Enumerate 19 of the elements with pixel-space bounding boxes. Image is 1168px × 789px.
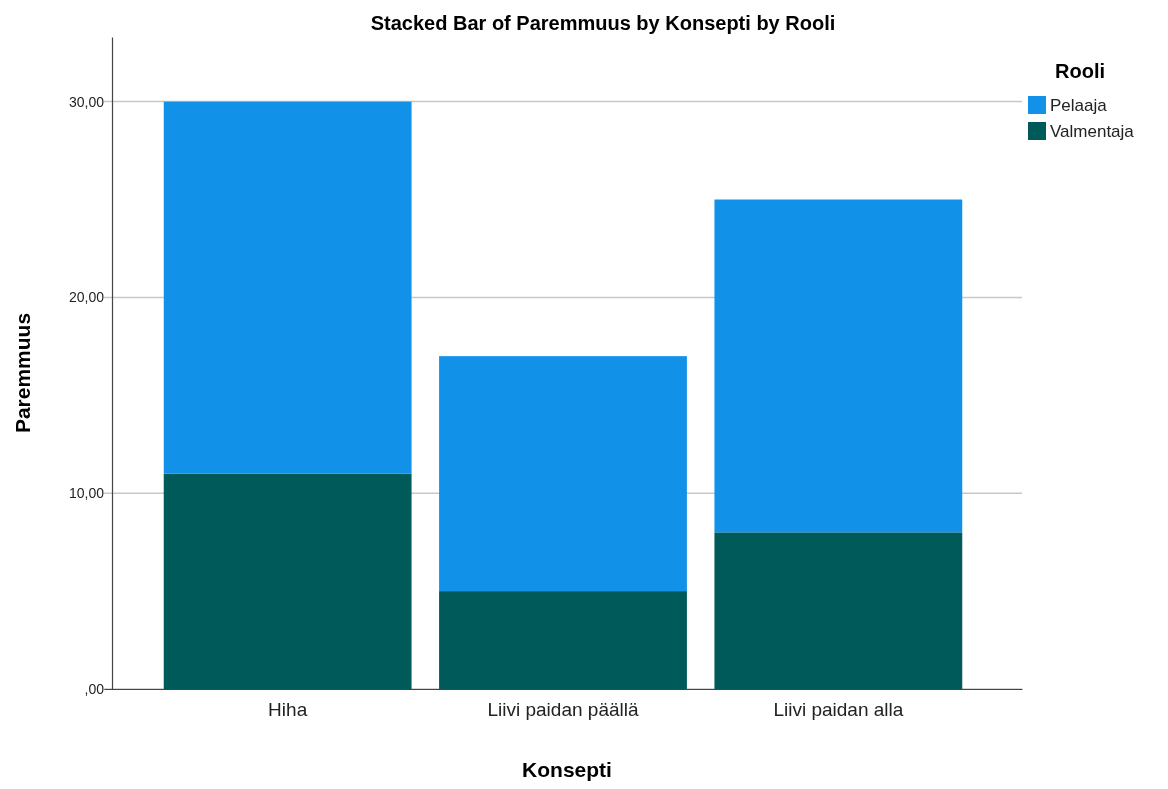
y-tick-label: ,00 (84, 680, 105, 697)
y-tick-label: 10,00 (68, 485, 105, 502)
chart-title: Stacked Bar of Paremmuus by Konsepti by Rooli (370, 12, 836, 34)
bar (714, 532, 963, 689)
bar (439, 591, 687, 689)
bar (714, 199, 963, 533)
bar (163, 101, 412, 474)
x-tick-label: Liivi paidan alla (773, 699, 904, 721)
x-tick-label: Liivi paidan päällä (487, 699, 639, 721)
x-tick-label: Hiha (268, 699, 308, 721)
legend-label: Valmentaja (1050, 122, 1135, 141)
y-tick-label: 20,00 (68, 289, 105, 306)
y-axis-title: Paremmuus (11, 312, 34, 434)
bar (163, 473, 412, 689)
y-tick-label: 30,00 (68, 93, 105, 110)
legend-title: Rooli (1055, 60, 1105, 82)
bar (439, 356, 687, 592)
legend-label: Pelaaja (1050, 96, 1108, 115)
x-axis-title: Konsepti (522, 758, 612, 781)
